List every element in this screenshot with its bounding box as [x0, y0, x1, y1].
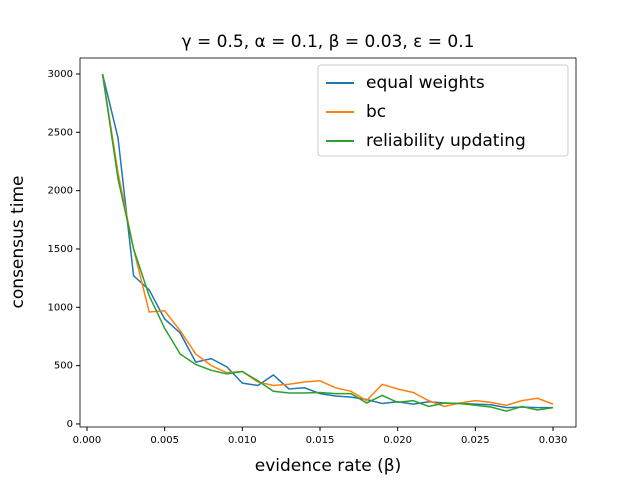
x-tick-label: 0.020: [383, 435, 412, 446]
x-tick-label: 0.000: [73, 435, 102, 446]
legend-box: [317, 64, 569, 157]
legend-label: reliability updating: [366, 131, 526, 151]
x-tick-label: 0.030: [539, 435, 568, 446]
legend-label: bc: [366, 102, 386, 122]
plot-frame: [79, 57, 577, 428]
legend-label: equal weights: [366, 73, 485, 93]
y-tick-label: 0: [67, 419, 73, 430]
y-tick-label: 1000: [48, 302, 73, 313]
x-axis-label: evidence rate (β): [255, 456, 402, 476]
y-tick-label: 3000: [48, 69, 73, 80]
series-line: [101, 73, 554, 409]
chart-title: γ = 0.5, α = 0.1, β = 0.03, ε = 0.1: [182, 32, 475, 52]
y-tick-label: 2500: [48, 127, 73, 138]
y-tick-label: 2000: [48, 186, 73, 197]
x-tick-label: 0.015: [306, 435, 335, 446]
x-tick-label: 0.010: [228, 435, 257, 446]
y-tick-label: 500: [54, 361, 73, 372]
x-tick-label: 0.005: [150, 435, 179, 446]
y-axis-label: consensus time: [8, 176, 28, 309]
y-tick-label: 1500: [48, 244, 73, 255]
x-tick-label: 0.025: [461, 435, 490, 446]
series-line: [101, 73, 554, 412]
series-line: [101, 73, 554, 408]
